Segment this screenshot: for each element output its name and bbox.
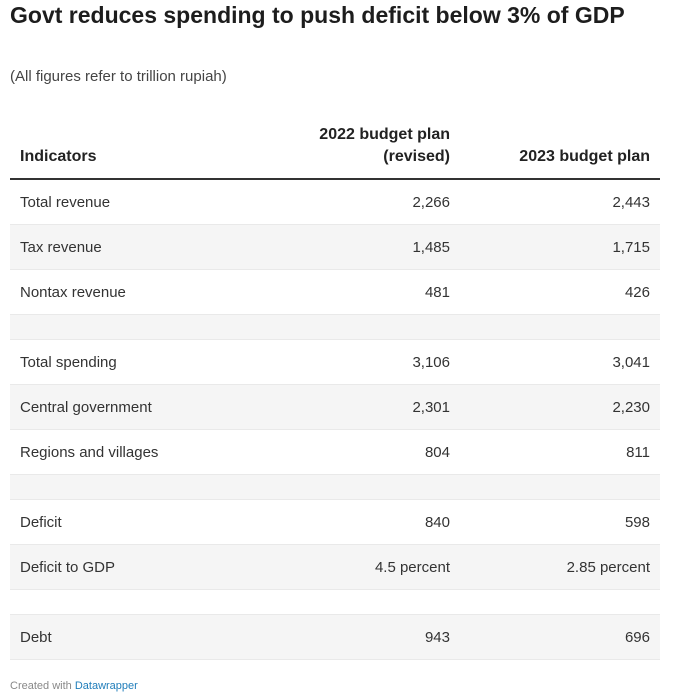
- indicator-cell: Debt: [20, 628, 52, 646]
- indicator-cell: Total spending: [20, 353, 117, 371]
- indicator-cell: Deficit to GDP: [20, 558, 116, 576]
- table-row: Total spending 3,106 3,041: [10, 340, 660, 385]
- column-header-indicators: Indicators: [20, 148, 97, 165]
- indicator-cell: Nontax revenue: [20, 283, 126, 301]
- value-2022-cell: 804: [424, 443, 450, 461]
- table-row: Total revenue 2,266 2,443: [10, 180, 660, 225]
- footer-credit: Created with Datawrapper: [10, 680, 138, 693]
- table-spacer-row: [10, 315, 660, 340]
- chart-title: Govt reduces spending to push deficit be…: [10, 2, 625, 28]
- value-2023-cell: 2.85 percent: [566, 558, 650, 576]
- indicator-cell: Regions and villages: [20, 443, 159, 461]
- column-header-2023: 2023 budget plan: [519, 148, 650, 165]
- table-spacer-row: [10, 590, 660, 615]
- value-2022-cell: 1,485: [412, 238, 450, 256]
- value-2022-cell: 481: [424, 283, 450, 301]
- table-body: Total revenue 2,266 2,443 Tax revenue 1,485 1…: [10, 180, 660, 660]
- table-header: Indicators 2022 budget plan (revised) 20…: [10, 124, 660, 180]
- value-2023-cell: 426: [624, 283, 650, 301]
- table-row: Nontax revenue 481 426: [10, 270, 660, 315]
- indicator-cell: Central government: [20, 398, 152, 416]
- value-2022-cell: 4.5 percent: [374, 558, 450, 576]
- indicator-cell: Deficit: [20, 513, 62, 531]
- value-2023-cell: 2,443: [612, 193, 650, 211]
- indicator-cell: Total revenue: [20, 193, 111, 211]
- value-2023-cell: 1,715: [612, 238, 650, 256]
- table-spacer-row: [10, 475, 660, 500]
- table-row: Deficit to GDP 4.5 percent 2.85 percent: [10, 545, 660, 590]
- table-row: Regions and villages 804 811: [10, 430, 660, 475]
- column-header-2022: 2022 budget plan (revised): [319, 126, 450, 165]
- value-2022-cell: 3,106: [412, 353, 450, 371]
- value-2022-cell: 943: [424, 628, 450, 646]
- value-2023-cell: 3,041: [612, 353, 650, 371]
- value-2023-cell: 811: [626, 443, 650, 461]
- value-2023-cell: 2,230: [612, 398, 650, 416]
- table-row: Tax revenue 1,485 1,715: [10, 225, 660, 270]
- indicator-cell: Tax revenue: [20, 238, 102, 256]
- data-table: Indicators 2022 budget plan (revised) 20…: [10, 124, 660, 660]
- chart-subtitle: (All figures refer to trillion rupiah): [10, 68, 227, 85]
- value-2022-cell: 2,266: [412, 193, 450, 211]
- footer-prefix: Created with: [10, 680, 72, 692]
- table-row: Deficit 840 598: [10, 500, 660, 545]
- table-row: Central government 2,301 2,230: [10, 385, 660, 430]
- value-2023-cell: 696: [624, 628, 650, 646]
- datawrapper-link[interactable]: Datawrapper: [74, 680, 138, 692]
- value-2023-cell: 598: [624, 513, 650, 531]
- table-row: Debt 943 696: [10, 615, 660, 660]
- value-2022-cell: 840: [424, 513, 450, 531]
- value-2022-cell: 2,301: [412, 398, 450, 416]
